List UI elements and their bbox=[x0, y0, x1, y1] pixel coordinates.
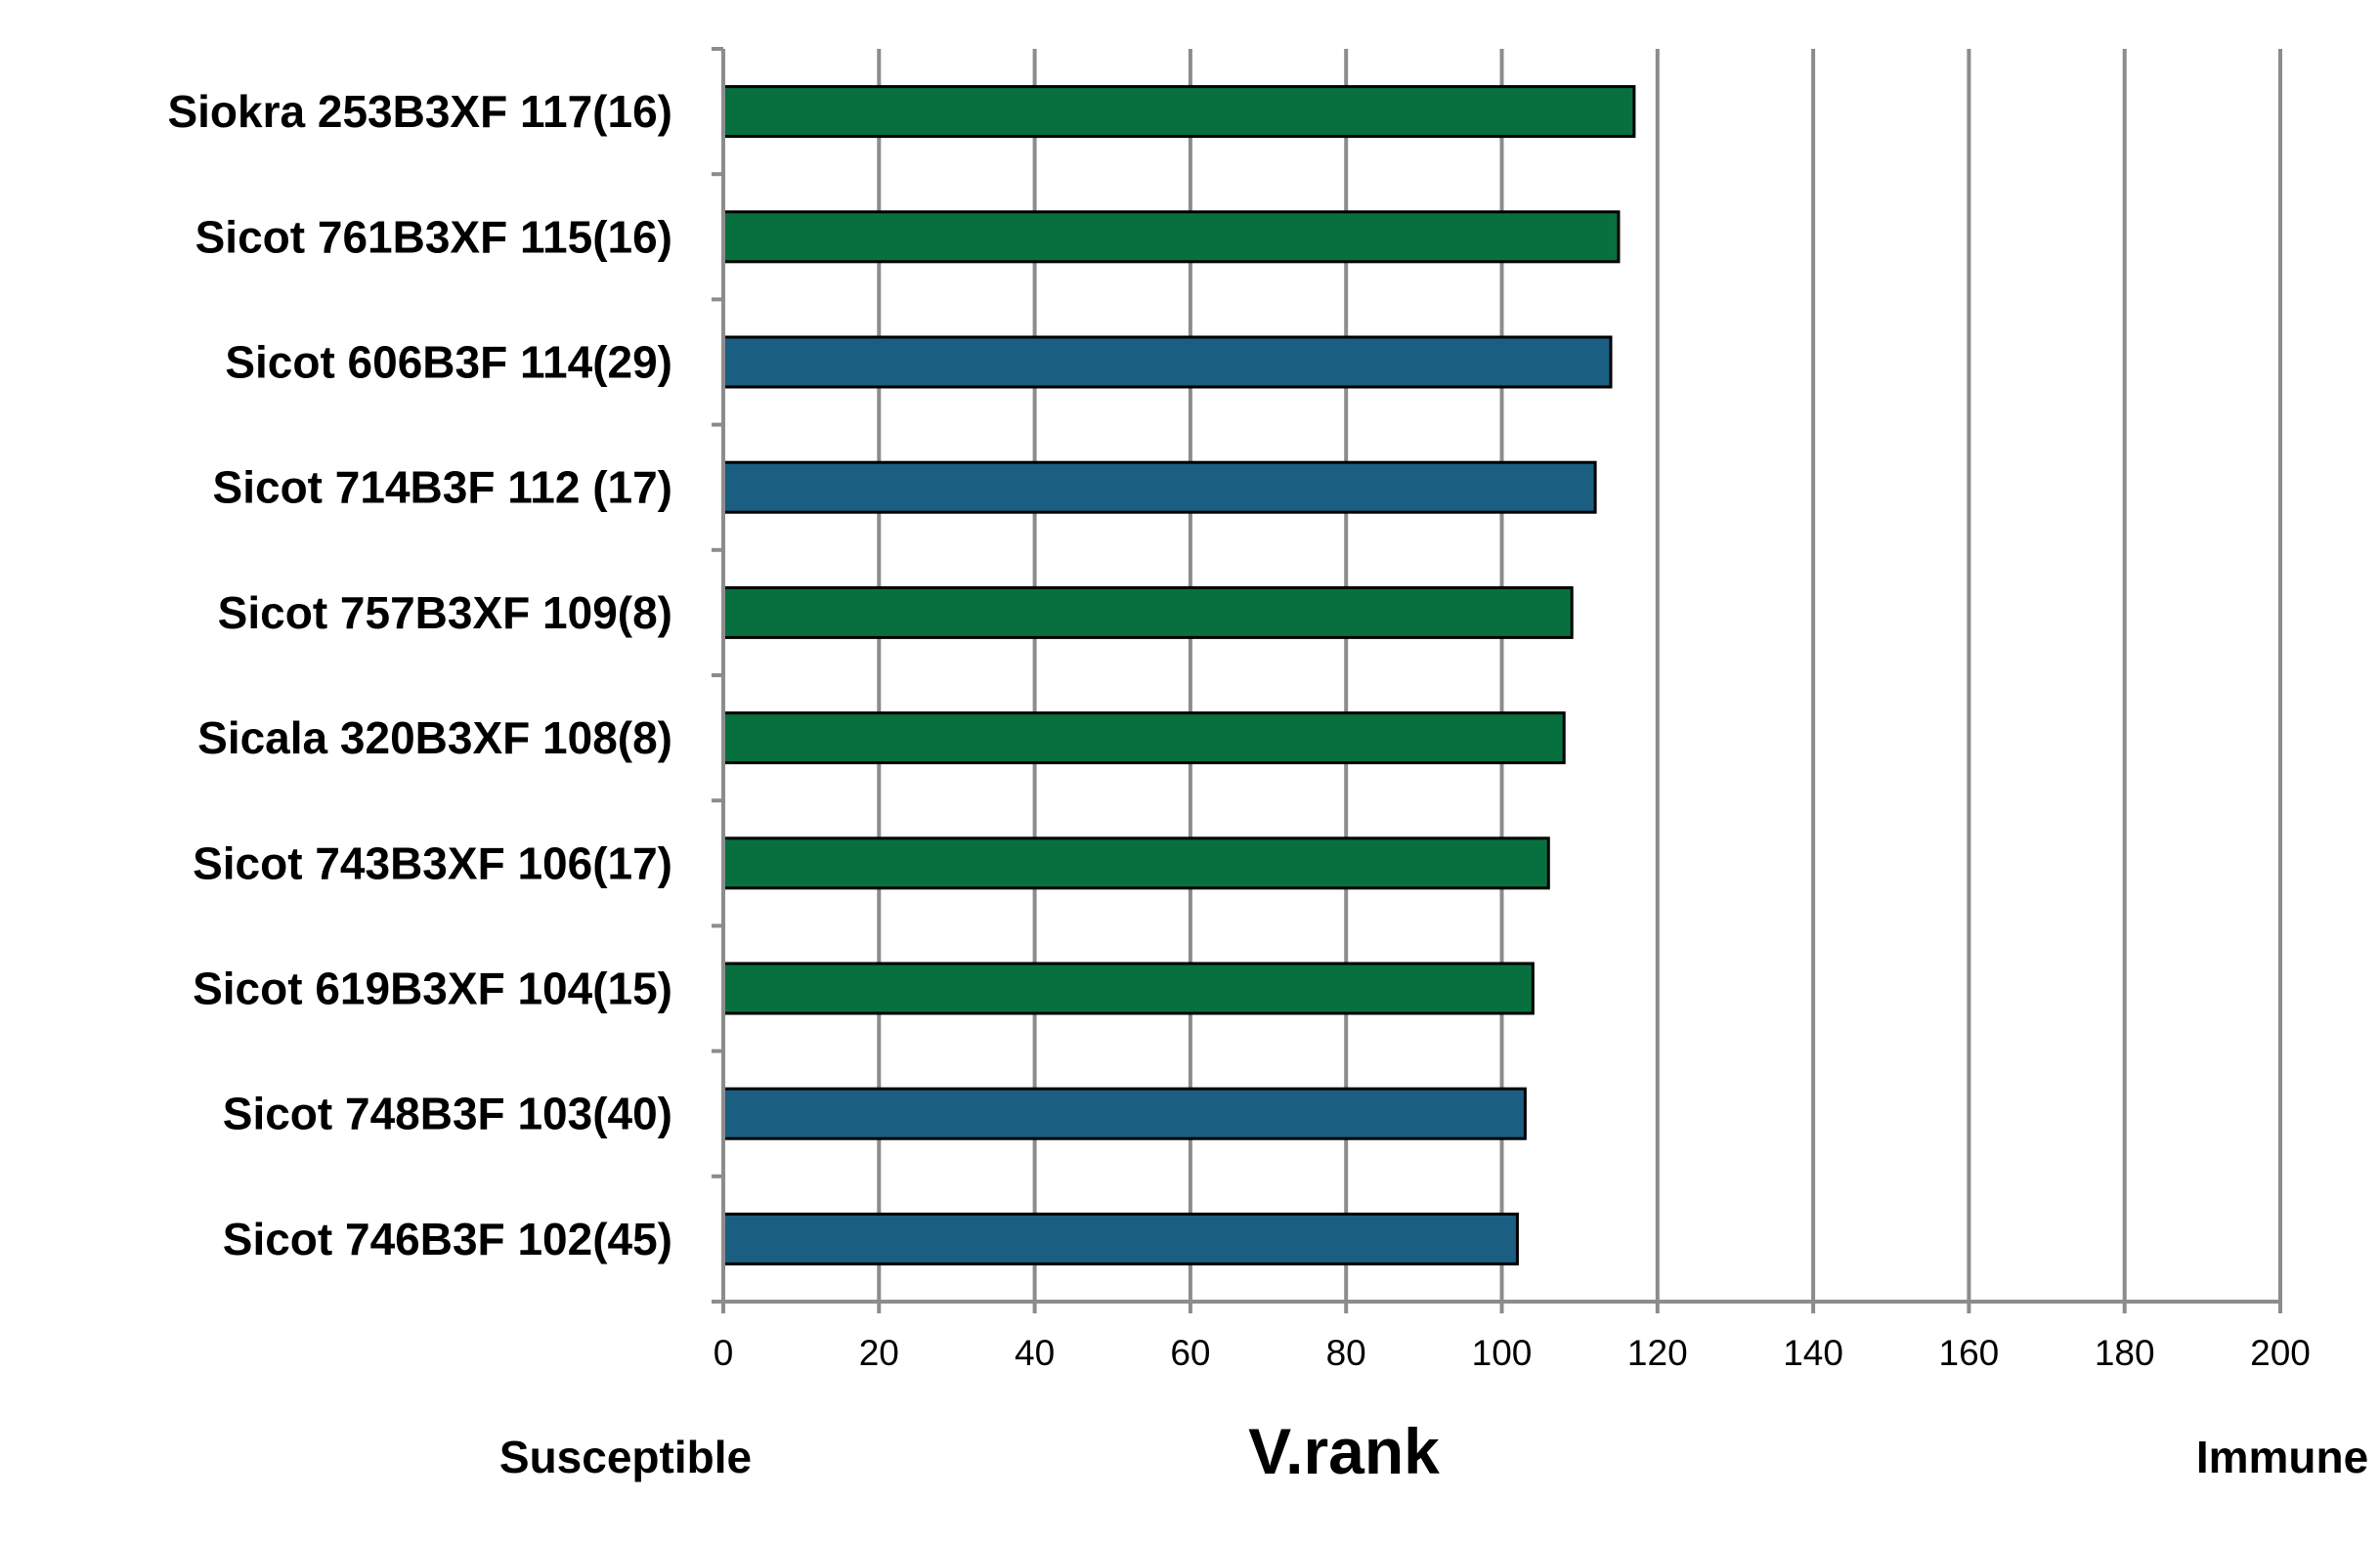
category-label: Sicot 761B3XF 115(16) bbox=[195, 211, 672, 262]
bar bbox=[721, 836, 1550, 890]
bars bbox=[721, 85, 1636, 1265]
bar bbox=[721, 460, 1597, 514]
x-axis-title: V.rank bbox=[1248, 1415, 1440, 1487]
tick-labels: 0 20 40 60 80 100 120 140 160 180 200 bbox=[714, 1333, 2311, 1373]
x-tick-label: 120 bbox=[1627, 1333, 1688, 1373]
x-tick-label: 140 bbox=[1783, 1333, 1843, 1373]
category-label: Sicot 746B3F 102(45) bbox=[223, 1214, 672, 1264]
immune-label: Immune bbox=[2196, 1432, 2368, 1482]
category-label: Sicot 748B3F 103(40) bbox=[223, 1089, 672, 1139]
category-label: Sicot 757B3XF 109(8) bbox=[218, 587, 672, 638]
x-tick-label: 160 bbox=[1939, 1333, 2000, 1373]
category-label: Sicot 714B3F 112 (17) bbox=[213, 462, 672, 513]
category-labels: Siokra 253B3XF 117(16) Sicot 761B3XF 115(… bbox=[167, 86, 672, 1264]
category-label: Sicot 619B3XF 104(15) bbox=[193, 964, 672, 1014]
x-tick-label: 180 bbox=[2095, 1333, 2155, 1373]
bar bbox=[721, 1087, 1527, 1140]
bar bbox=[721, 335, 1613, 389]
bar bbox=[721, 962, 1535, 1015]
bar bbox=[721, 711, 1566, 765]
bar bbox=[721, 210, 1621, 264]
x-tick-label: 0 bbox=[714, 1333, 734, 1373]
x-tick-label: 20 bbox=[859, 1333, 899, 1373]
x-tick-label: 40 bbox=[1015, 1333, 1055, 1373]
x-tick-label: 100 bbox=[1472, 1333, 1533, 1373]
bar bbox=[721, 85, 1636, 139]
axes bbox=[712, 47, 2282, 1313]
category-label: Siokra 253B3XF 117(16) bbox=[167, 86, 672, 137]
category-label: Sicot 743B3XF 106(17) bbox=[193, 837, 672, 888]
x-tick-label: 60 bbox=[1170, 1333, 1210, 1373]
x-tick-label: 80 bbox=[1326, 1333, 1366, 1373]
x-tick-label: 200 bbox=[2250, 1333, 2311, 1373]
bar bbox=[721, 1212, 1519, 1265]
category-label: Sicala 320B3XF 108(8) bbox=[197, 712, 672, 763]
susceptible-label: Susceptible bbox=[499, 1432, 752, 1482]
bar bbox=[721, 585, 1574, 639]
category-label: Sicot 606B3F 114(29) bbox=[225, 337, 672, 388]
